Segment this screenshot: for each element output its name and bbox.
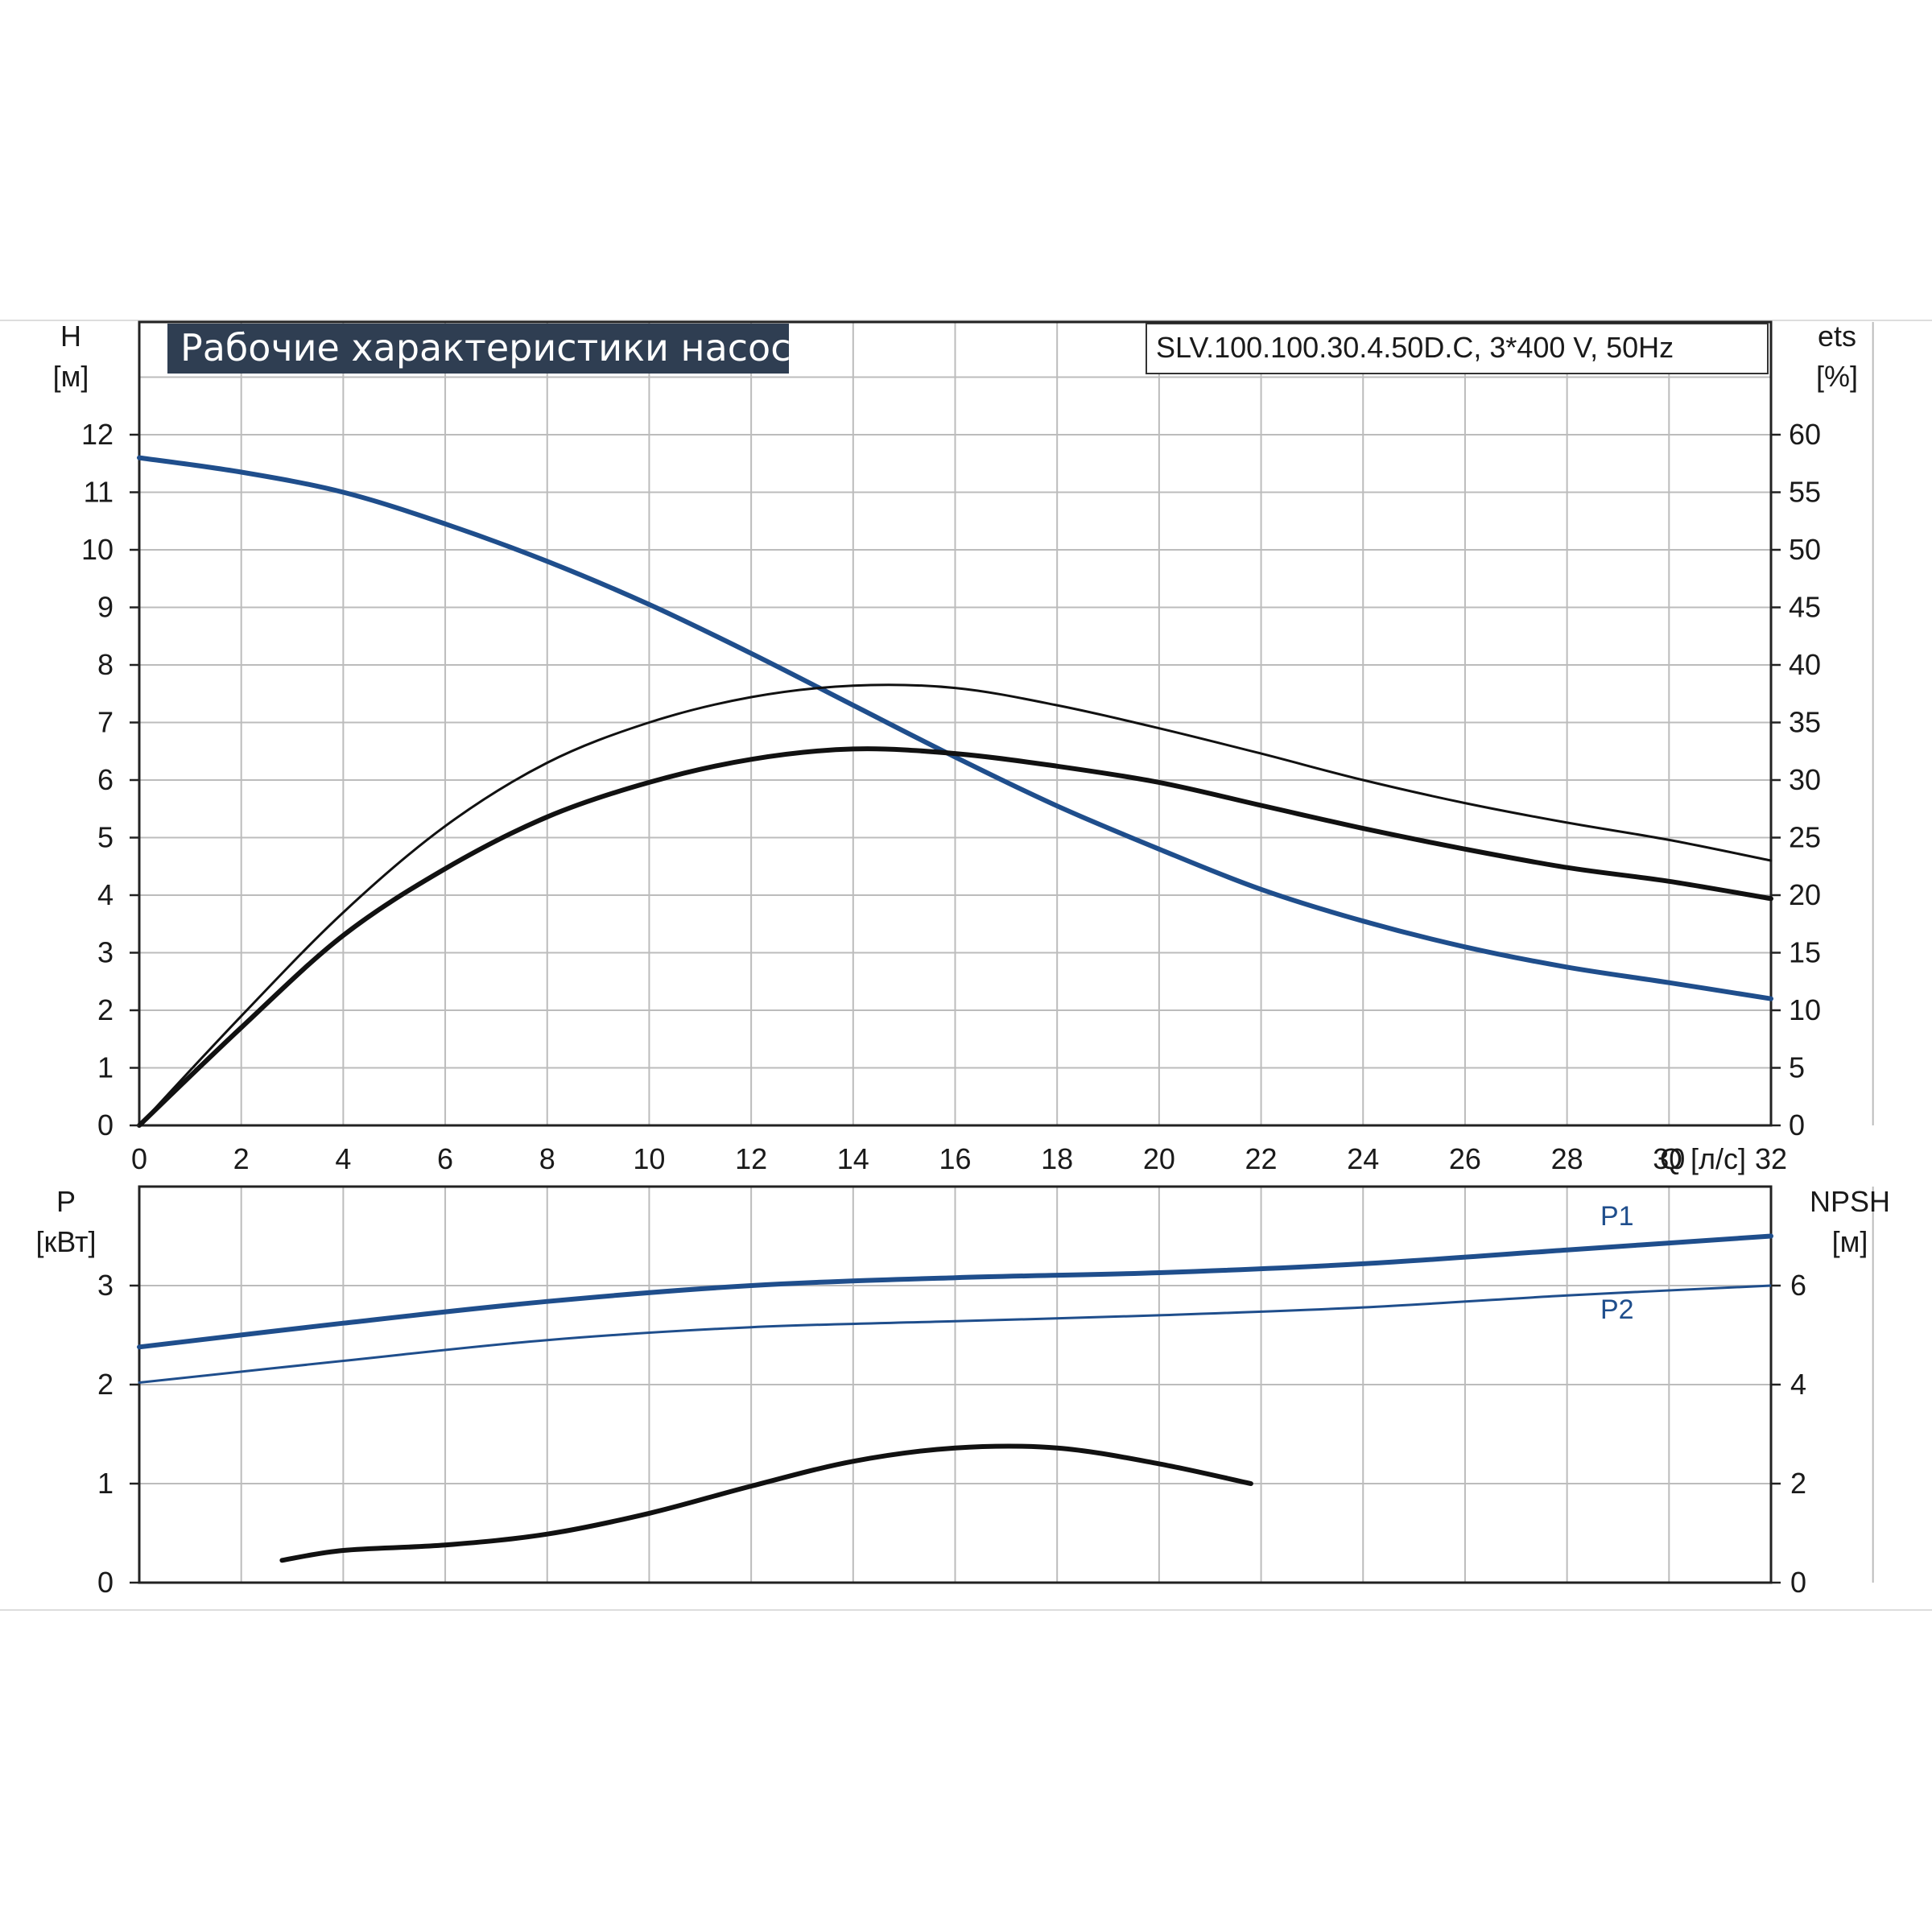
eff-tick-label: 10 <box>1789 993 1821 1026</box>
q-axis-label: Q [л/с] <box>1660 1142 1746 1175</box>
p-tick-label: 3 <box>97 1269 114 1302</box>
p-axis-label: P <box>56 1185 76 1218</box>
eff-tick-label: 15 <box>1789 936 1821 969</box>
eff-axis-unit: [%] <box>1816 360 1858 393</box>
eff-axis-label: ets <box>1818 320 1856 353</box>
p1-label: P1 <box>1600 1201 1634 1232</box>
h-tick-label: 9 <box>97 591 114 624</box>
x-tick-label: 30 <box>1653 1142 1685 1175</box>
head-curve-h <box>137 455 1773 1001</box>
x-tick-label: 18 <box>1041 1142 1073 1175</box>
eff-tick-label: 35 <box>1789 706 1821 739</box>
h-tick-label: 5 <box>97 821 114 854</box>
x-tick-label: 12 <box>735 1142 767 1175</box>
h-axis-label: H <box>60 320 81 353</box>
h-tick-label: 3 <box>97 936 114 969</box>
upper-frame <box>138 320 1773 1127</box>
npsh-tick-label: 6 <box>1790 1269 1806 1302</box>
x-tick-label: 6 <box>437 1142 453 1175</box>
eff-tick-label: 20 <box>1789 878 1821 911</box>
model-label: SLV.100.100.30.4.50D.C, 3*400 V, 50Hz <box>1156 331 1674 364</box>
x-tick-label: 8 <box>539 1142 555 1175</box>
x-tick-label: 32 <box>1755 1142 1787 1175</box>
h-tick-label: 10 <box>81 533 114 566</box>
npsh-axis-label: NPSH <box>1810 1185 1890 1218</box>
efficiency-curve-thick <box>137 746 1773 1128</box>
npsh-axis-unit: [м] <box>1832 1225 1868 1258</box>
eff-tick-label: 55 <box>1789 476 1821 509</box>
x-tick-label: 14 <box>837 1142 869 1175</box>
lower-ticks: 0 1 2 3 0 2 4 6 <box>97 1269 1806 1599</box>
upper-grid <box>138 320 1874 1127</box>
x-tick-label: 2 <box>233 1142 250 1175</box>
x-tick-label: 16 <box>939 1142 971 1175</box>
p-axis-unit: [кВт] <box>35 1225 96 1258</box>
h-tick-label: 2 <box>97 993 114 1026</box>
eff-tick-label: 40 <box>1789 648 1821 681</box>
power-curve-p2 <box>138 1284 1773 1384</box>
eff-tick-label: 60 <box>1789 418 1821 451</box>
efficiency-curve-thin <box>138 683 1773 1127</box>
npsh-tick-label: 4 <box>1790 1368 1806 1401</box>
chart-title: Рабочие характеристики насоса <box>180 326 814 369</box>
p-tick-label: 2 <box>97 1368 114 1401</box>
eff-tick-label: 25 <box>1789 821 1821 854</box>
eff-tick-label: 45 <box>1789 591 1821 624</box>
p-tick-label: 0 <box>97 1566 114 1599</box>
upper-series <box>137 455 1773 1128</box>
eff-tick-label: 30 <box>1789 763 1821 796</box>
upper-ticks: 0 2 4 6 8 10 12 14 16 18 20 22 24 26 28 30 3201234567891… <box>81 418 1821 1175</box>
h-axis-unit: [м] <box>53 360 89 393</box>
h-tick-label: 12 <box>81 418 114 451</box>
npsh-tick-label: 2 <box>1790 1467 1806 1500</box>
h-tick-label: 6 <box>97 763 114 796</box>
p-tick-label: 1 <box>97 1467 114 1500</box>
x-tick-label: 26 <box>1449 1142 1481 1175</box>
eff-tick-label: 50 <box>1789 533 1821 566</box>
model-box <box>1146 323 1769 374</box>
x-tick-label: 10 <box>633 1142 665 1175</box>
x-tick-label: 20 <box>1143 1142 1175 1175</box>
x-tick-label: 24 <box>1347 1142 1379 1175</box>
h-tick-label: 0 <box>97 1108 114 1141</box>
x-tick-label: 28 <box>1551 1142 1583 1175</box>
power-curve-p1 <box>137 1233 1773 1350</box>
x-tick-label: 22 <box>1245 1142 1278 1175</box>
eff-tick-label: 5 <box>1789 1051 1805 1084</box>
npsh-tick-label: 0 <box>1790 1566 1806 1599</box>
h-tick-label: 4 <box>97 878 114 911</box>
title-box <box>167 324 789 374</box>
npsh-curve <box>279 1443 1253 1563</box>
x-tick-label: 0 <box>131 1142 147 1175</box>
eff-tick-label: 0 <box>1789 1108 1805 1141</box>
p2-label: P2 <box>1600 1294 1634 1325</box>
h-tick-label: 1 <box>97 1051 114 1084</box>
h-tick-label: 11 <box>84 476 114 509</box>
h-tick-label: 7 <box>97 706 114 739</box>
lower-series <box>137 1233 1773 1563</box>
x-tick-label: 4 <box>335 1142 351 1175</box>
h-tick-label: 8 <box>97 648 114 681</box>
lower-grid <box>138 1185 1874 1584</box>
